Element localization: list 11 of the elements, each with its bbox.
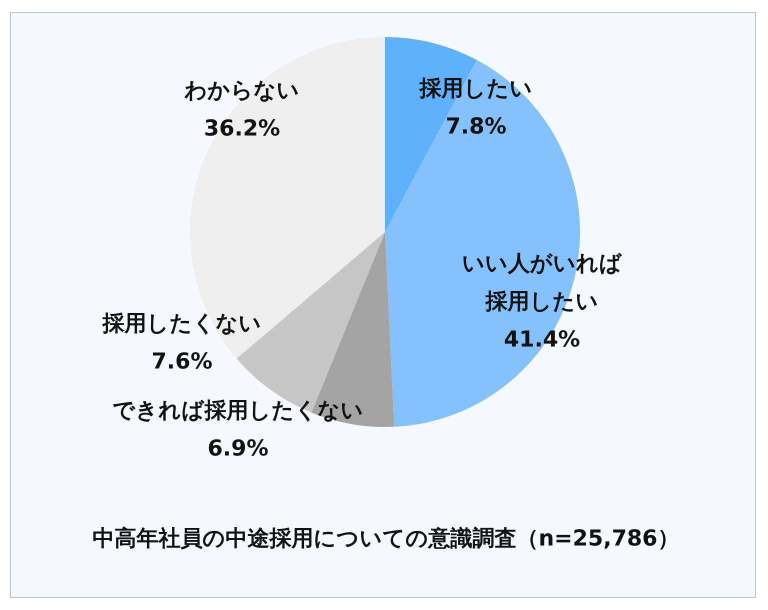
slice-label: いい人がいれば採用したい xyxy=(462,252,623,315)
slice-label: 採用したくない xyxy=(102,312,262,337)
slice-label: できれば採用したくない xyxy=(112,398,364,424)
data-label: 7.6% xyxy=(151,350,213,375)
data-label: 41.4% xyxy=(504,328,580,353)
data-label: 7.8% xyxy=(445,114,507,140)
slice-label: 採用したい xyxy=(418,76,532,102)
text: 中高年社員の中途採用についての意識調査（n=25,786） xyxy=(92,526,680,552)
data-label: 36.2% xyxy=(204,116,280,142)
data-label: 6.9% xyxy=(207,436,269,462)
slice-label: わからない xyxy=(184,78,300,104)
